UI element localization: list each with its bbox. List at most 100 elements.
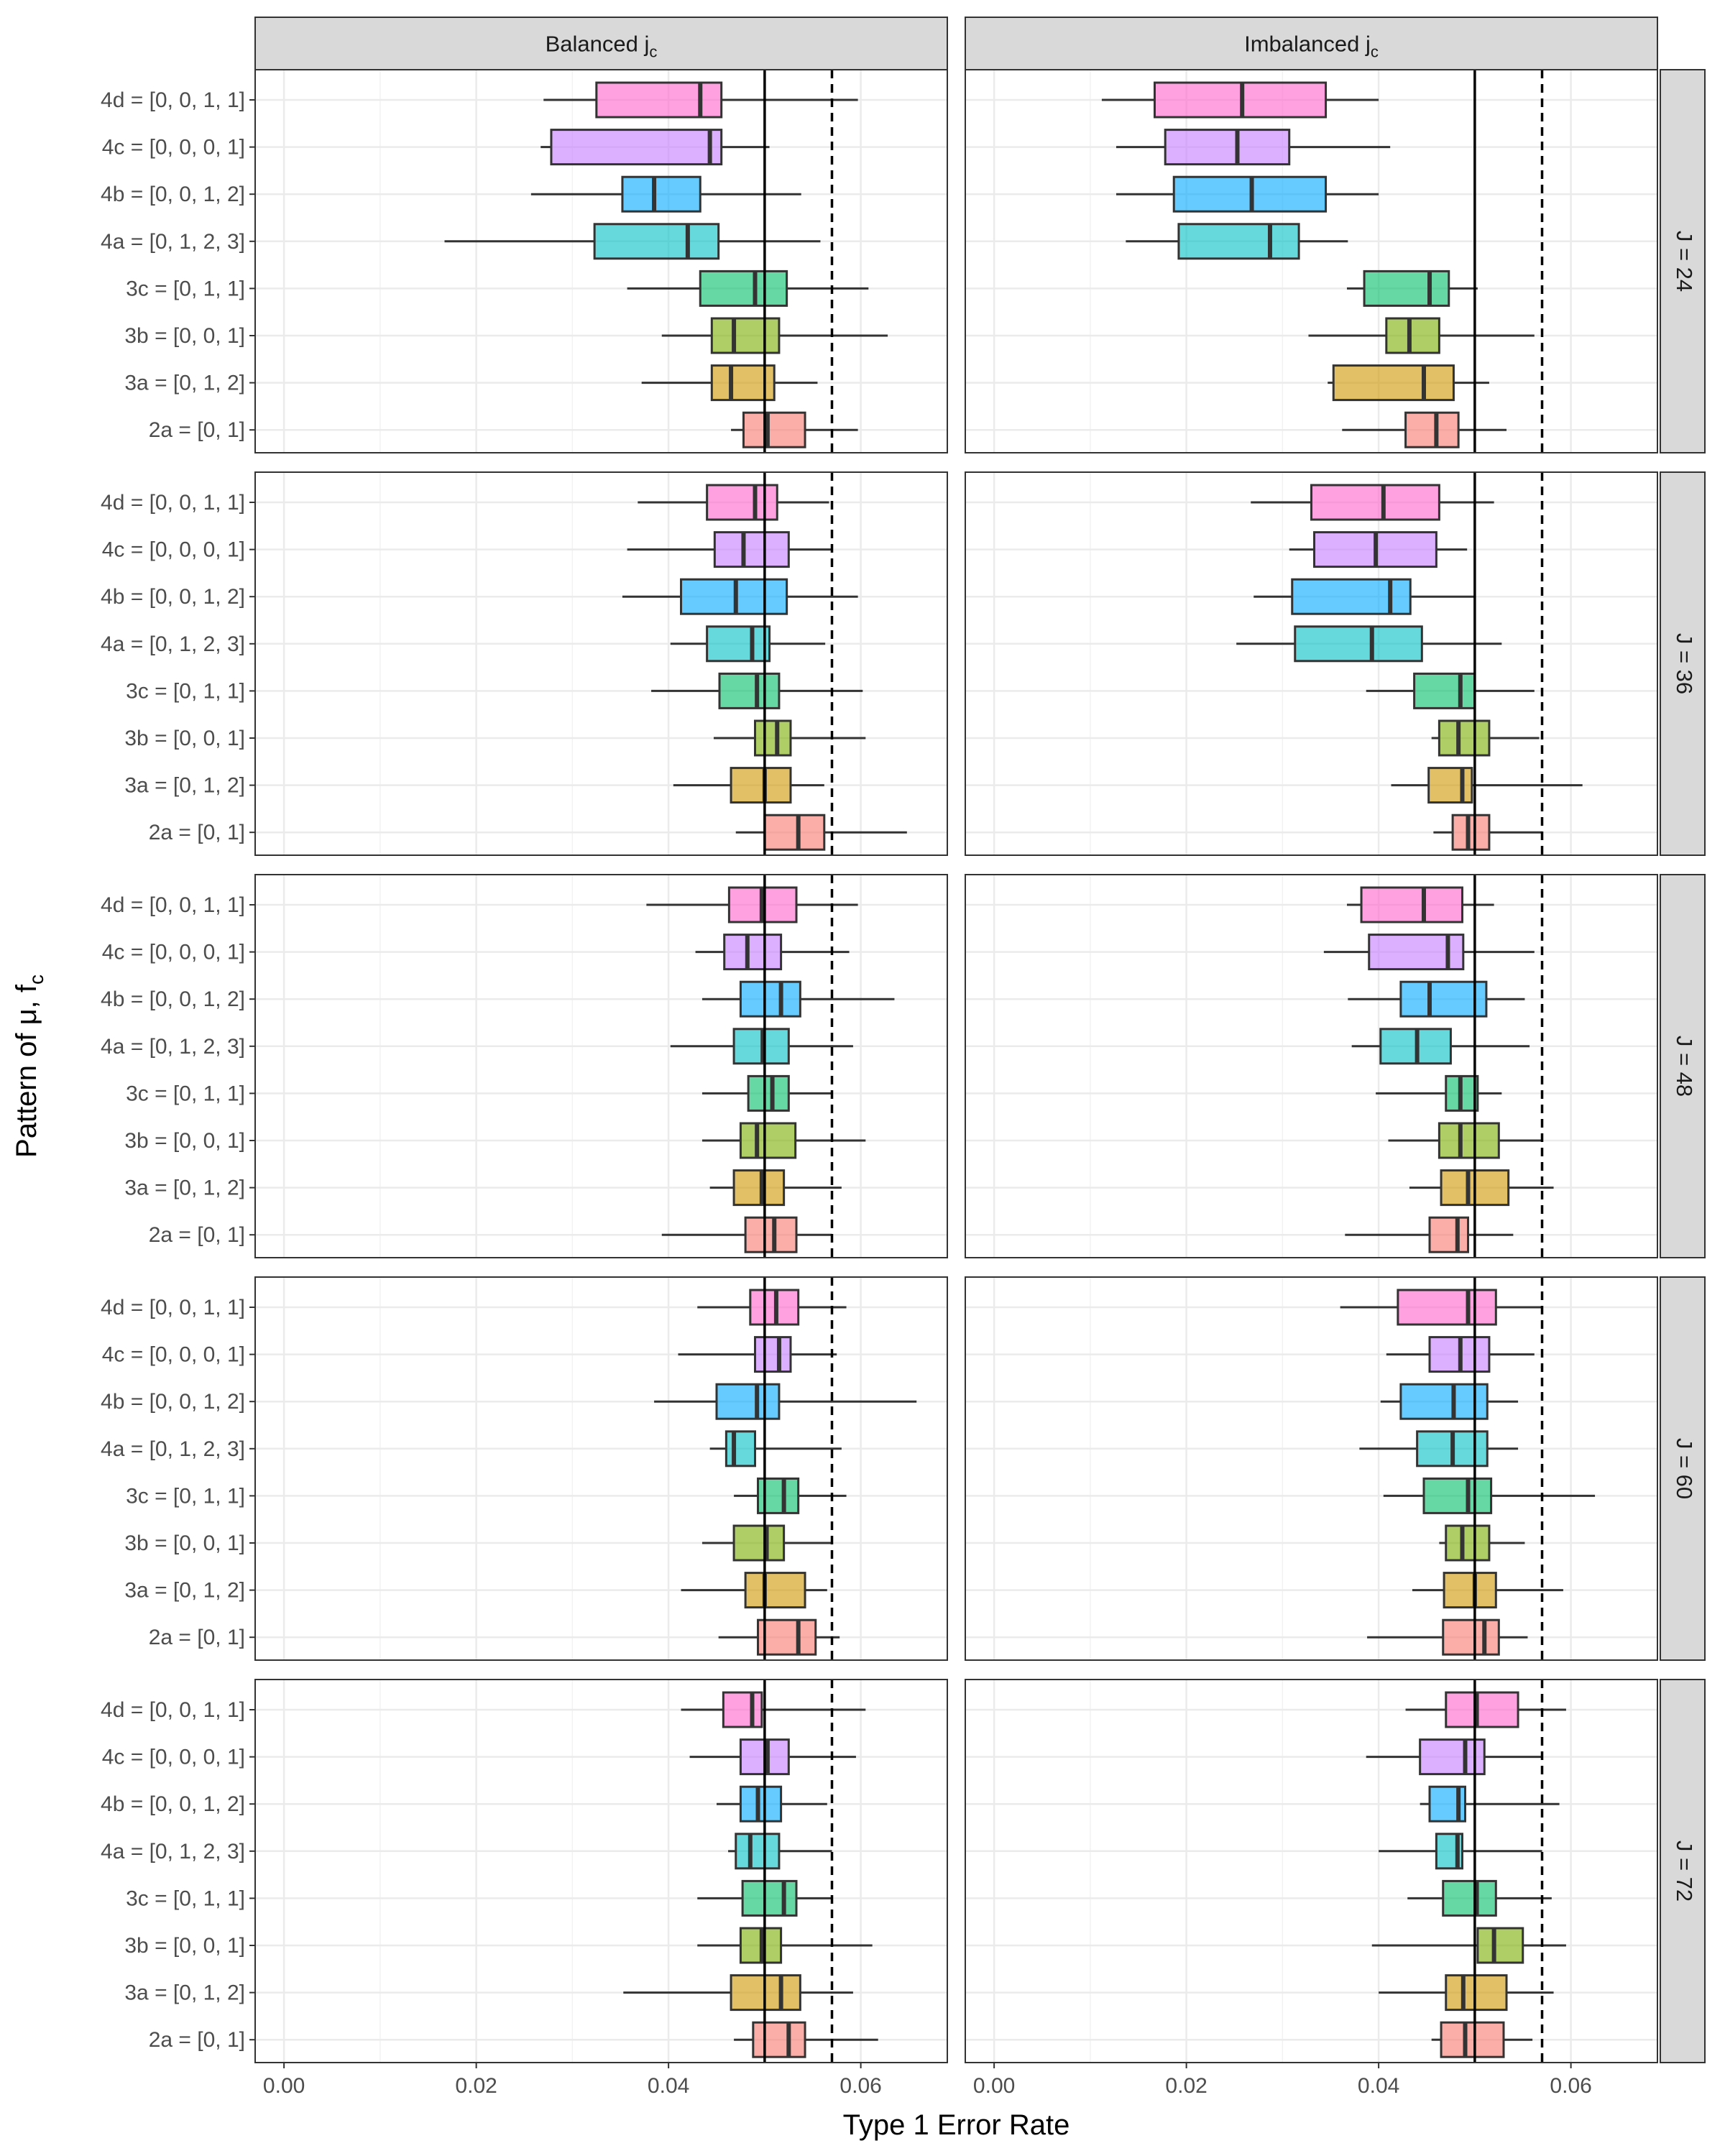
box-5 [1308,317,1535,354]
box-2 [702,980,895,1018]
x-tick-label: 0.06 [840,2074,881,2098]
box-6 [1391,767,1583,804]
x-tick-label: 0.00 [263,2074,305,2098]
box-iqr [1360,886,1463,923]
row-strip-label-4: J = 72 [1672,1841,1697,1902]
box-iqr [1422,1477,1493,1514]
box-3 [1236,625,1502,663]
box-iqr [1332,364,1455,402]
box-iqr [1445,1974,1508,2012]
box-iqr [1413,672,1476,709]
box-3 [709,1430,842,1468]
panel-background [255,70,947,453]
box-6 [681,1572,827,1609]
panel-0: 4d = [0, 0, 1, 1] 4c = [0, 0, 0, 1] 4b = [… [101,69,948,453]
box-iqr [593,223,720,260]
box-1 [1323,934,1535,971]
x-tick-label: 0.02 [455,2074,497,2098]
box-5 [661,317,888,354]
box-1 [627,531,832,568]
box-5 [697,1927,873,1964]
box-iqr [706,484,778,521]
panel-border [254,69,948,453]
row-strip-3 [1660,1276,1706,1661]
panel-background [255,472,947,855]
box-iqr [739,1122,797,1159]
column-strip-label-1: Imbalanced jc [1244,32,1379,61]
box-3 [1126,223,1348,260]
box-iqr [710,317,781,354]
y-tick-label: 3c = [0, 1, 1] [126,277,245,300]
y-tick-label: 3a = [0, 1, 2] [124,372,245,395]
y-tick-label: 4d = [0, 0, 1, 1] [101,1698,245,1722]
box-iqr [699,270,788,307]
box-2 [1420,1785,1560,1823]
box-2 [1116,175,1379,213]
box-iqr [1443,1572,1497,1609]
box-iqr [732,1524,786,1562]
panel-8: 4d = [0, 0, 1, 1] 4c = [0, 0, 0, 1] 4b = [… [101,1679,948,2098]
box-iqr [1399,980,1488,1018]
y-tick-label: 4b = [0, 0, 1, 2] [101,585,245,609]
y-tick-label: 4a = [0, 1, 2, 3] [101,1840,245,1864]
box-iqr [706,625,771,663]
row-strip-4 [1660,1679,1706,2063]
box-4 [702,1074,832,1112]
y-tick-label: 3b = [0, 0, 1] [124,1531,245,1555]
box-7 [661,1216,832,1253]
box-6 [1379,1974,1554,2012]
panel-border [254,471,948,856]
box-iqr [723,934,783,971]
box-iqr [763,814,826,851]
box-iqr [722,1691,763,1728]
box-5 [713,719,866,757]
box-0 [697,1289,847,1326]
box-4 [697,1879,832,1917]
box-iqr [1404,411,1460,448]
box-5 [1431,719,1540,757]
box-0 [1405,1691,1566,1728]
box-1 [1116,129,1391,166]
y-tick-label: 4d = [0, 0, 1, 1] [101,1296,245,1319]
box-iqr [1399,1383,1489,1420]
box-iqr [1428,1216,1470,1253]
y-tick-label: 3c = [0, 1, 1] [126,1886,245,1910]
box-5 [702,1524,832,1562]
y-tick-label: 4c = [0, 0, 0, 1] [102,1343,245,1367]
panel-border [965,1679,1658,2063]
box-iqr [621,175,702,213]
box-3 [728,1833,832,1870]
box-5 [1388,1122,1542,1159]
row-strip-0 [1660,69,1706,453]
row-strip-1 [1660,471,1706,856]
box-iqr [1177,223,1300,260]
box-iqr [744,1216,798,1253]
box-iqr [1397,1289,1497,1326]
box-6 [709,1169,842,1207]
box-7 [1433,814,1542,851]
column-strip-subscript-0: c [649,43,657,61]
y-tick-label: 2a = [0, 1] [149,821,245,844]
panel-border [254,1679,948,2063]
box-6 [673,767,824,804]
panel-background [965,875,1657,1258]
panel-9: 0.00 0.02 0.04 0.06 [965,1679,1658,2098]
panel-5 [965,874,1658,1258]
y-tick-label: 4d = [0, 0, 1, 1] [101,893,245,917]
box-5 [1439,1524,1525,1562]
y-tick-label: 4d = [0, 0, 1, 1] [101,88,245,112]
box-3 [670,625,826,663]
box-1 [1386,1336,1535,1373]
x-tick-label: 0.02 [1165,2074,1207,2098]
box-7 [1367,1618,1528,1656]
panel-3 [965,471,1658,856]
box-iqr [595,81,723,119]
y-tick-label: 4b = [0, 0, 1, 2] [101,183,245,206]
box-iqr [735,1833,781,1870]
panel-border [965,1276,1658,1661]
y-tick-label: 3c = [0, 1, 1] [126,679,245,703]
box-5 [1371,1927,1566,1964]
y-axis-title: Pattern of μ, fc [11,975,47,1158]
panel-background [255,875,947,1258]
y-tick-label: 4c = [0, 0, 0, 1] [102,136,245,160]
